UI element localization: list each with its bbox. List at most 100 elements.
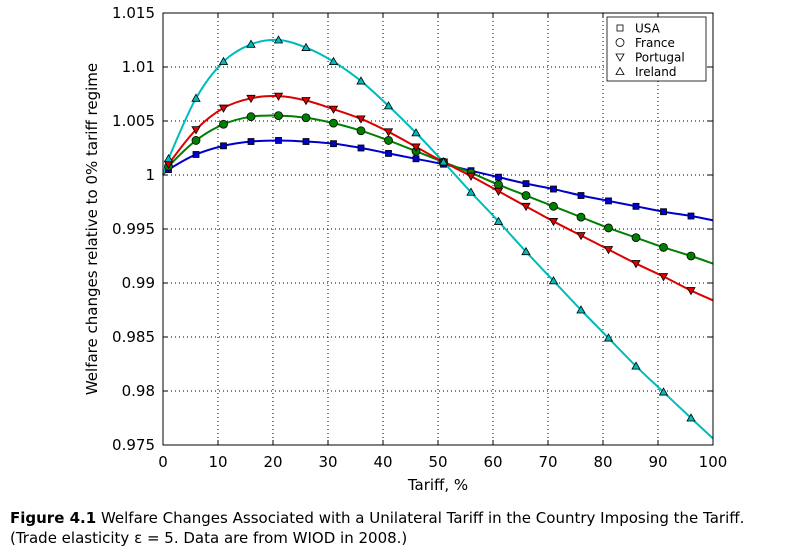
- data-point-portugal: [493, 187, 504, 197]
- data-point-usa: [412, 155, 420, 163]
- data-point-ireland: [548, 276, 559, 285]
- y-tick-label: 1.015: [112, 4, 155, 22]
- x-tick-label: 80: [593, 453, 612, 471]
- line-chart: 0 10 20 30 40 50 60 70 80 90 100 0.975 0.98 0.985 0.99…: [83, 4, 727, 494]
- x-tick-label: 40: [373, 453, 392, 471]
- data-point-portugal: [631, 260, 641, 269]
- data-point-portugal: [328, 105, 339, 114]
- data-point-france: [384, 136, 393, 145]
- data-point-portugal: [466, 172, 476, 181]
- data-point-usa: [247, 138, 255, 145]
- figure-note: (Trade elasticity ε = 5. Data are from W…: [10, 529, 408, 547]
- x-tick-label: 30: [318, 453, 337, 471]
- data-point-portugal: [301, 97, 311, 106]
- series-markers: [163, 35, 696, 422]
- data-point-portugal: [246, 94, 256, 104]
- y-tick-label: 0.99: [122, 274, 155, 292]
- y-tick-label: 1.01: [122, 58, 155, 76]
- data-point-france: [521, 191, 531, 200]
- data-point-portugal: [411, 143, 421, 152]
- data-point-usa: [550, 185, 557, 193]
- data-point-portugal: [603, 246, 614, 255]
- data-point-ireland: [246, 39, 256, 48]
- legend-marker-ireland: [615, 66, 625, 75]
- x-tick-label: 60: [483, 453, 502, 471]
- data-point-ireland: [438, 157, 449, 166]
- x-tick-label: 70: [538, 453, 557, 471]
- data-point-ireland: [163, 153, 174, 163]
- x-tick-label: 0: [158, 453, 168, 471]
- data-point-france: [301, 113, 311, 123]
- data-point-usa: [385, 149, 392, 157]
- x-tick-label: 90: [648, 453, 667, 471]
- data-point-portugal: [191, 126, 201, 135]
- legend-box: [606, 16, 707, 82]
- caption-line-1: Figure 4.1 Welfare Changes Associated wi…: [10, 508, 800, 528]
- grid-lines: [163, 13, 713, 445]
- x-tick-label: 100: [699, 453, 728, 471]
- data-point-ireland: [218, 56, 229, 65]
- data-point-portugal: [686, 287, 696, 296]
- data-point-ireland: [191, 93, 201, 102]
- data-point-usa: [192, 151, 200, 158]
- data-point-usa: [660, 208, 667, 216]
- data-point-usa: [275, 137, 282, 144]
- data-point-usa: [577, 192, 585, 199]
- data-point-ireland: [328, 56, 339, 65]
- data-point-france: [549, 201, 558, 211]
- series-line-ireland: [162, 38, 714, 440]
- x-tick-label: 20: [263, 453, 282, 471]
- y-tick-label: 0.975: [112, 436, 155, 454]
- figure-title: Welfare Changes Associated with a Unilat…: [100, 509, 745, 527]
- data-point-usa: [687, 212, 695, 220]
- data-point-ireland: [686, 413, 696, 422]
- data-point-ireland: [466, 187, 476, 196]
- legend-label-usa: USA: [635, 22, 661, 36]
- legend-label-ireland: Ireland: [635, 65, 677, 79]
- data-point-usa: [220, 142, 227, 150]
- y-tick-label: 0.995: [112, 220, 155, 238]
- legend-marker-france: [615, 38, 625, 47]
- data-point-france: [604, 223, 613, 233]
- data-point-france: [494, 180, 503, 190]
- data-point-portugal: [548, 218, 559, 227]
- axis-ticks: 0 10 20 30 40 50 60 70 80 90 100 0.975 0.98 0.985 0.99…: [112, 4, 727, 471]
- data-point-portugal: [576, 232, 586, 241]
- x-axis-label: Tariff, %: [407, 476, 468, 494]
- data-point-ireland: [493, 216, 504, 225]
- data-point-portugal: [658, 273, 669, 282]
- series-line-france: [162, 114, 714, 265]
- x-tick-label: 10: [208, 453, 227, 471]
- y-tick-label: 0.985: [112, 328, 155, 346]
- data-point-ireland: [658, 387, 669, 396]
- figure-number: Figure 4.1: [10, 509, 97, 527]
- data-point-france: [686, 251, 696, 261]
- data-point-ireland: [383, 101, 394, 110]
- data-point-usa: [357, 144, 365, 152]
- figure-caption: Figure 4.1 Welfare Changes Associated wi…: [10, 508, 800, 548]
- data-point-usa: [605, 197, 612, 205]
- series-line-portugal: [162, 95, 714, 302]
- data-point-france: [191, 136, 201, 145]
- y-tick-label: 1.005: [112, 112, 155, 130]
- data-point-usa: [330, 140, 337, 148]
- data-point-france: [246, 112, 256, 122]
- data-point-france: [274, 111, 283, 120]
- data-point-usa: [522, 180, 530, 188]
- data-point-ireland: [576, 305, 586, 314]
- data-point-portugal: [383, 128, 394, 137]
- data-point-portugal: [356, 115, 366, 124]
- data-point-usa: [302, 138, 310, 145]
- data-point-portugal: [521, 202, 531, 212]
- y-axis-label: Welfare changes relative to 0% tariff re…: [83, 63, 101, 395]
- data-point-portugal: [273, 92, 284, 101]
- y-tick-label: 0.98: [122, 382, 155, 400]
- legend-label-portugal: Portugal: [635, 51, 685, 65]
- data-point-portugal: [218, 104, 229, 113]
- series-line-usa: [162, 139, 714, 222]
- legend-label-france: France: [635, 36, 675, 50]
- legend-marker-portugal: [615, 53, 625, 62]
- data-point-ireland: [301, 42, 311, 51]
- data-point-ireland: [273, 35, 284, 44]
